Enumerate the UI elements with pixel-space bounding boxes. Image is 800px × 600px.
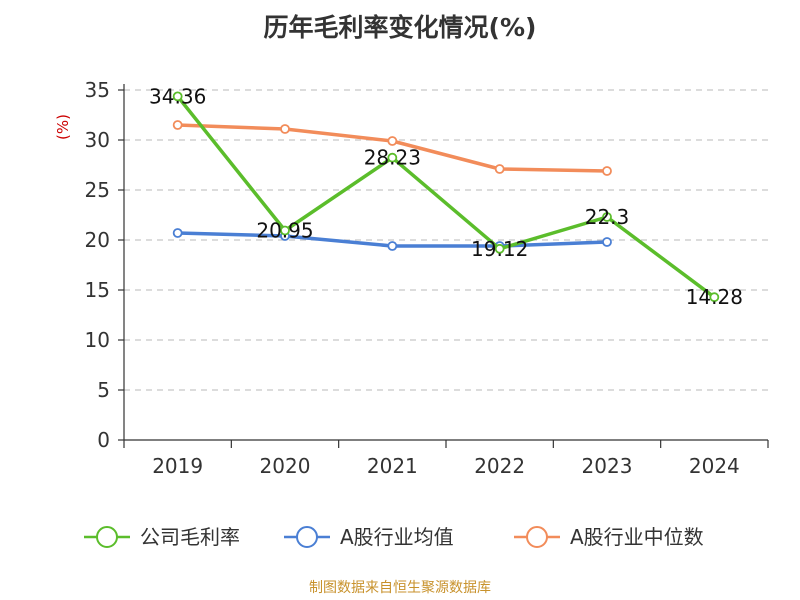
- series-point: [602, 166, 612, 176]
- legend-marker: [296, 526, 318, 548]
- legend-marker: [526, 526, 548, 548]
- x-tick-label: 2024: [689, 454, 740, 478]
- y-tick-label: 0: [97, 428, 110, 452]
- y-tick-label: 5: [97, 378, 110, 402]
- series-point: [709, 292, 720, 303]
- x-tick-label: 2020: [260, 454, 311, 478]
- y-tick-label: 15: [85, 278, 110, 302]
- series-point: [494, 243, 505, 254]
- legend-label: 公司毛利率: [140, 525, 240, 549]
- axes: [118, 84, 769, 448]
- data-label: 34.36: [149, 84, 206, 108]
- series-group: [172, 91, 720, 303]
- y-axis-label: (%): [54, 114, 72, 140]
- chart-title: 历年毛利率变化情况(%): [264, 13, 537, 42]
- y-tick-label: 25: [85, 178, 110, 202]
- series-point: [387, 152, 398, 163]
- series-point: [387, 136, 398, 146]
- x-tick-label: 2021: [367, 454, 418, 478]
- legend-marker: [96, 526, 118, 548]
- x-tick-label: 2019: [152, 454, 203, 478]
- series-point: [494, 164, 505, 174]
- series-point: [172, 91, 183, 102]
- series-line: [176, 95, 716, 299]
- grid-lines: [124, 89, 768, 391]
- x-tick-label: 2023: [582, 454, 633, 478]
- y-tick-labels: 0 5 10 15 20 25 30 35: [85, 78, 110, 452]
- data-label: 20.95: [256, 219, 313, 243]
- series-point: [602, 237, 612, 247]
- data-label: 28.23: [364, 146, 421, 170]
- series-point: [172, 228, 183, 238]
- data-label: 19.12: [471, 237, 528, 261]
- y-tick-label: 30: [85, 128, 110, 152]
- y-tick-label: 20: [85, 228, 110, 252]
- x-tick-label: 2022: [474, 454, 525, 478]
- data-label: 14.28: [686, 285, 743, 309]
- series-point: [280, 124, 290, 134]
- y-tick-label: 35: [85, 78, 110, 102]
- legend: 公司毛利率 A股行业均值 A股行业中位数: [84, 525, 704, 549]
- series-point: [280, 225, 290, 236]
- legend-label: A股行业均值: [340, 525, 454, 549]
- x-tick-labels: 2019 2020 2021 2022 2023 2024: [152, 454, 740, 478]
- data-labels: 34.36 20.95 28.23 19.12 22.3 14.28: [149, 84, 743, 309]
- y-tick-label: 10: [85, 328, 110, 352]
- series-point: [172, 120, 183, 130]
- legend-label: A股行业中位数: [570, 525, 704, 549]
- series-point: [602, 212, 612, 222]
- source-note: 制图数据来自恒生聚源数据库: [309, 580, 491, 596]
- data-label: 22.3: [585, 205, 630, 229]
- series-point: [387, 241, 398, 251]
